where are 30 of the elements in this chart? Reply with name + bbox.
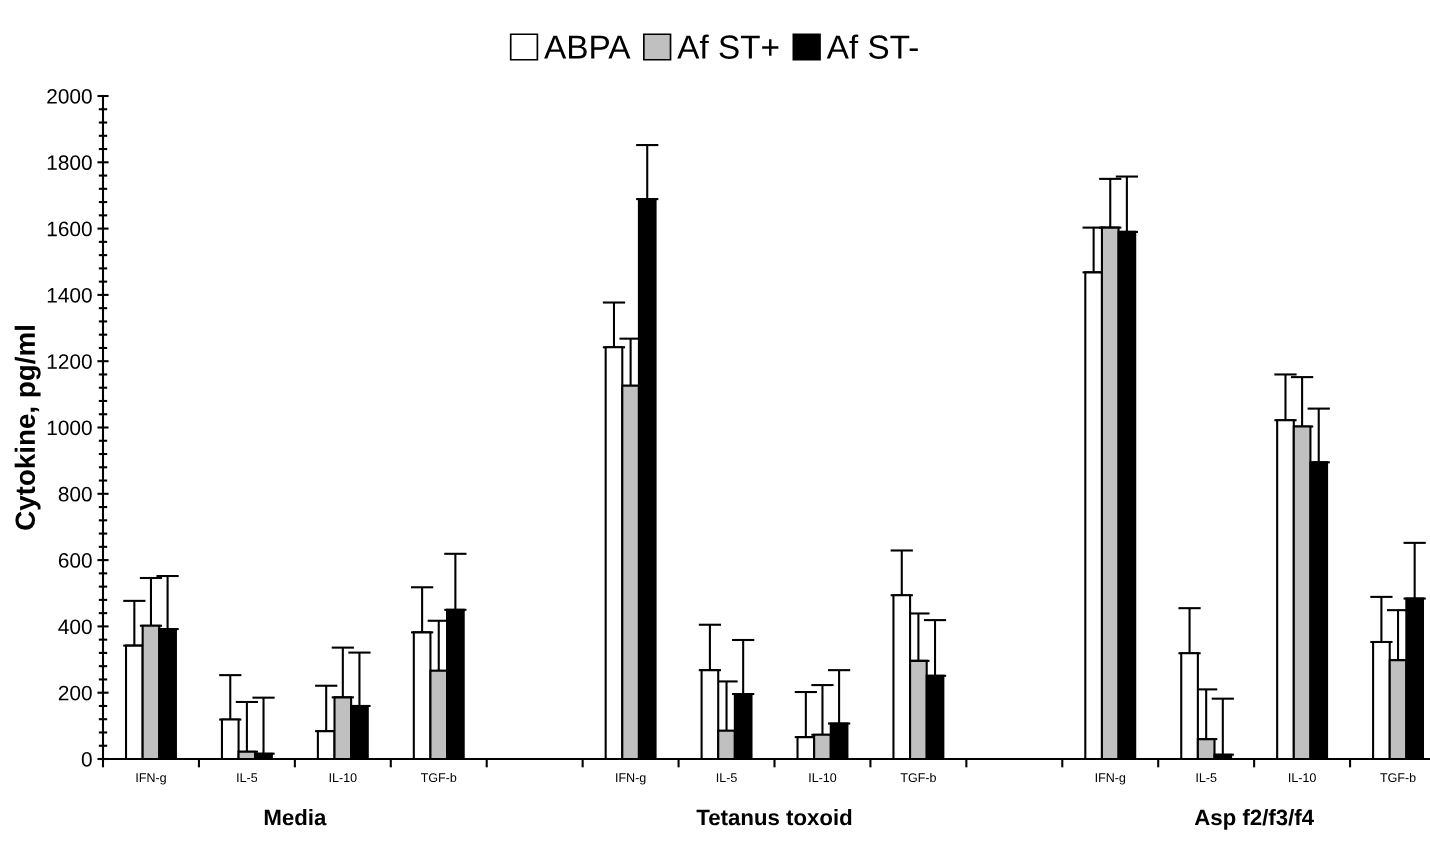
legend-label: Af ST+ <box>677 34 779 59</box>
y-tick-label: 1000 <box>47 420 92 436</box>
x-tick-label: IL-10 <box>1289 773 1316 783</box>
y-tick-label: 400 <box>58 619 92 635</box>
y-axis-title: Cytokine, pg/ml <box>14 326 41 530</box>
y-tick-label: 600 <box>58 553 92 568</box>
x-tick-label: IFN-g <box>1095 773 1126 785</box>
text: Asp f2/f3/f4 <box>1194 809 1314 830</box>
legend-label: ABPA <box>544 35 631 59</box>
x-tick-label: TGF-b <box>900 772 936 783</box>
x-tick-label: IL-5 <box>716 773 737 783</box>
x-tick-label: IL-5 <box>1196 773 1217 783</box>
y-tick-label: 1800 <box>47 155 92 171</box>
y-tick-label: 0 <box>81 752 92 767</box>
text: Media <box>264 809 327 826</box>
x-tick-label: TGF-b <box>420 772 457 783</box>
x-tick-label: IFN-g <box>616 773 646 785</box>
x-tick-label: IL-10 <box>329 773 357 783</box>
x-tick-label: IFN-g <box>136 773 166 785</box>
y-tick-label: 2000 <box>47 89 92 104</box>
y-tick-label: 800 <box>58 486 92 502</box>
y-tick-label: 1600 <box>47 221 92 237</box>
y-tick-label: 1200 <box>47 354 92 369</box>
legend-label: Af ST- <box>826 34 918 59</box>
x-tick-label: IL-5 <box>237 773 258 783</box>
y-tick-label: 1400 <box>47 287 92 303</box>
x-tick-label: IL-10 <box>809 773 837 783</box>
x-tick-label: TGF-b <box>1380 772 1416 783</box>
y-tick-label: 200 <box>58 685 92 701</box>
text: Tetanus toxoid <box>696 809 852 826</box>
